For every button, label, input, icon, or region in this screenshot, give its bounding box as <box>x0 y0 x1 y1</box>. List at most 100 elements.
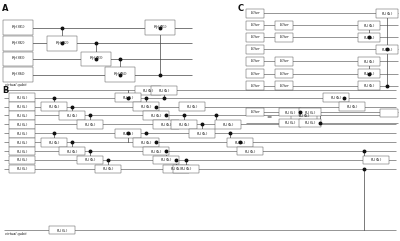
FancyBboxPatch shape <box>275 69 293 78</box>
FancyBboxPatch shape <box>163 165 189 173</box>
Text: $R_y(\Theta_5)$: $R_y(\Theta_5)$ <box>16 130 28 137</box>
Text: $R_y(\Phi_2)$: $R_y(\Phi_2)$ <box>170 166 182 172</box>
Text: $R_y(\Theta_4)$: $R_y(\Theta_4)$ <box>304 120 316 126</box>
Text: $R_y(\Phi_2)$: $R_y(\Phi_2)$ <box>48 139 60 146</box>
Text: Filter: Filter <box>279 84 289 87</box>
FancyBboxPatch shape <box>279 108 301 116</box>
FancyBboxPatch shape <box>145 20 175 35</box>
Text: Filter: Filter <box>279 72 289 75</box>
FancyBboxPatch shape <box>358 21 380 30</box>
FancyBboxPatch shape <box>115 129 141 138</box>
Text: Filter: Filter <box>250 84 260 87</box>
FancyBboxPatch shape <box>3 36 33 51</box>
Text: $R_y(\Phi_2)$: $R_y(\Phi_2)$ <box>66 148 78 154</box>
FancyBboxPatch shape <box>358 57 380 66</box>
FancyBboxPatch shape <box>299 108 321 116</box>
FancyBboxPatch shape <box>77 156 103 164</box>
FancyBboxPatch shape <box>9 156 35 164</box>
FancyBboxPatch shape <box>133 102 159 111</box>
FancyBboxPatch shape <box>358 33 380 42</box>
FancyBboxPatch shape <box>3 20 33 35</box>
FancyBboxPatch shape <box>246 81 264 90</box>
Text: $R_y(\Phi_3)$: $R_y(\Phi_3)$ <box>234 139 246 146</box>
Text: $R_y(\Theta_7)$: $R_y(\Theta_7)$ <box>16 148 28 154</box>
Text: $R_y(\Theta_1)$: $R_y(\Theta_1)$ <box>11 23 25 32</box>
FancyBboxPatch shape <box>376 45 398 54</box>
Text: $R_y(\Phi_2)$: $R_y(\Phi_2)$ <box>180 166 192 172</box>
Text: Filter: Filter <box>250 60 260 63</box>
Text: $R_y(\Theta_2)$: $R_y(\Theta_2)$ <box>304 109 316 115</box>
FancyBboxPatch shape <box>275 33 293 42</box>
Text: $R_y(\Phi_3)$: $R_y(\Phi_3)$ <box>298 112 310 119</box>
Text: $R_y(\Phi_2)$: $R_y(\Phi_2)$ <box>178 121 190 128</box>
FancyBboxPatch shape <box>95 165 121 173</box>
Text: $R_y(\Phi_3)$: $R_y(\Phi_3)$ <box>330 94 342 101</box>
FancyBboxPatch shape <box>227 138 253 147</box>
FancyBboxPatch shape <box>41 138 67 147</box>
Text: $R_y(\Phi_3)$: $R_y(\Phi_3)$ <box>150 148 162 154</box>
FancyBboxPatch shape <box>133 138 159 147</box>
FancyBboxPatch shape <box>49 226 75 234</box>
Text: $R_y(\Phi_1)$: $R_y(\Phi_1)$ <box>122 94 134 101</box>
FancyBboxPatch shape <box>171 120 197 129</box>
FancyBboxPatch shape <box>246 33 264 42</box>
Text: $R_y(\Phi_4)$: $R_y(\Phi_4)$ <box>160 121 172 128</box>
Text: $R_y(\Phi_3)$: $R_y(\Phi_3)$ <box>160 157 172 163</box>
Text: Filter: Filter <box>250 110 260 114</box>
Text: $R_y(\Phi_4)$: $R_y(\Phi_4)$ <box>84 121 96 128</box>
Text: virtual qubit: virtual qubit <box>5 232 27 236</box>
Text: $R_y(\Theta_2)$: $R_y(\Theta_2)$ <box>16 103 28 110</box>
Text: $R_y(\Phi_1)$: $R_y(\Phi_1)$ <box>158 87 170 94</box>
Text: $R_y(\Phi_4)$: $R_y(\Phi_4)$ <box>84 157 96 163</box>
Text: Filter: Filter <box>250 11 260 15</box>
FancyBboxPatch shape <box>299 119 321 127</box>
Text: $R_y(\Theta_4)$: $R_y(\Theta_4)$ <box>11 70 25 79</box>
Text: $R_y(\Phi_2)$: $R_y(\Phi_2)$ <box>66 112 78 119</box>
FancyBboxPatch shape <box>47 36 77 51</box>
FancyBboxPatch shape <box>9 165 35 173</box>
Text: $R_y(\Phi_1)$: $R_y(\Phi_1)$ <box>380 10 393 17</box>
Text: Filter: Filter <box>250 35 260 39</box>
FancyBboxPatch shape <box>246 108 264 116</box>
FancyBboxPatch shape <box>115 93 141 102</box>
FancyBboxPatch shape <box>275 21 293 30</box>
Text: $R_y(\Theta_6)$: $R_y(\Theta_6)$ <box>16 139 28 146</box>
Text: Filter: Filter <box>279 23 289 27</box>
FancyBboxPatch shape <box>9 93 35 102</box>
FancyBboxPatch shape <box>246 9 264 18</box>
FancyBboxPatch shape <box>151 86 177 95</box>
Text: $R_y(\Phi_3)$: $R_y(\Phi_3)$ <box>150 112 162 119</box>
FancyBboxPatch shape <box>275 57 293 66</box>
FancyBboxPatch shape <box>363 156 389 164</box>
FancyBboxPatch shape <box>237 147 263 155</box>
Text: $R_y(\Phi_2)$: $R_y(\Phi_2)$ <box>362 22 375 29</box>
Text: $R_y(\Theta_9)$: $R_y(\Theta_9)$ <box>16 166 28 172</box>
FancyBboxPatch shape <box>275 81 293 90</box>
FancyBboxPatch shape <box>380 109 398 117</box>
Text: Filter: Filter <box>250 47 260 51</box>
Text: $R_y(\Theta_3)$: $R_y(\Theta_3)$ <box>11 55 25 63</box>
FancyBboxPatch shape <box>323 93 349 102</box>
Text: $R_y(\Theta_1)$: $R_y(\Theta_1)$ <box>284 109 296 115</box>
Text: $R_y(\Phi_2)$: $R_y(\Phi_2)$ <box>140 103 152 110</box>
Text: $R_y(\Phi_1)$: $R_y(\Phi_1)$ <box>370 157 382 163</box>
Text: $R_y(\Theta_3)$: $R_y(\Theta_3)$ <box>16 112 28 119</box>
FancyBboxPatch shape <box>376 9 398 18</box>
FancyBboxPatch shape <box>153 120 179 129</box>
Text: $R_y(\Phi_4)$: $R_y(\Phi_4)$ <box>380 46 393 53</box>
FancyBboxPatch shape <box>246 57 264 66</box>
Text: $R_y(\Phi_4)$: $R_y(\Phi_4)$ <box>346 103 358 110</box>
FancyBboxPatch shape <box>291 111 317 120</box>
FancyBboxPatch shape <box>358 69 380 78</box>
FancyBboxPatch shape <box>173 165 199 173</box>
FancyBboxPatch shape <box>279 119 301 127</box>
FancyBboxPatch shape <box>143 147 169 155</box>
Text: $R_y(\Theta_3)$: $R_y(\Theta_3)$ <box>284 120 296 126</box>
Text: $R_y(\Theta_8)$: $R_y(\Theta_8)$ <box>16 157 28 163</box>
Text: virtual qubit: virtual qubit <box>5 83 27 87</box>
FancyBboxPatch shape <box>179 102 205 111</box>
FancyBboxPatch shape <box>358 81 380 90</box>
FancyBboxPatch shape <box>189 129 215 138</box>
Text: $R_y(\Phi_3)$: $R_y(\Phi_3)$ <box>89 55 103 63</box>
Text: $R_y(\Phi_4)$: $R_y(\Phi_4)$ <box>102 166 114 172</box>
